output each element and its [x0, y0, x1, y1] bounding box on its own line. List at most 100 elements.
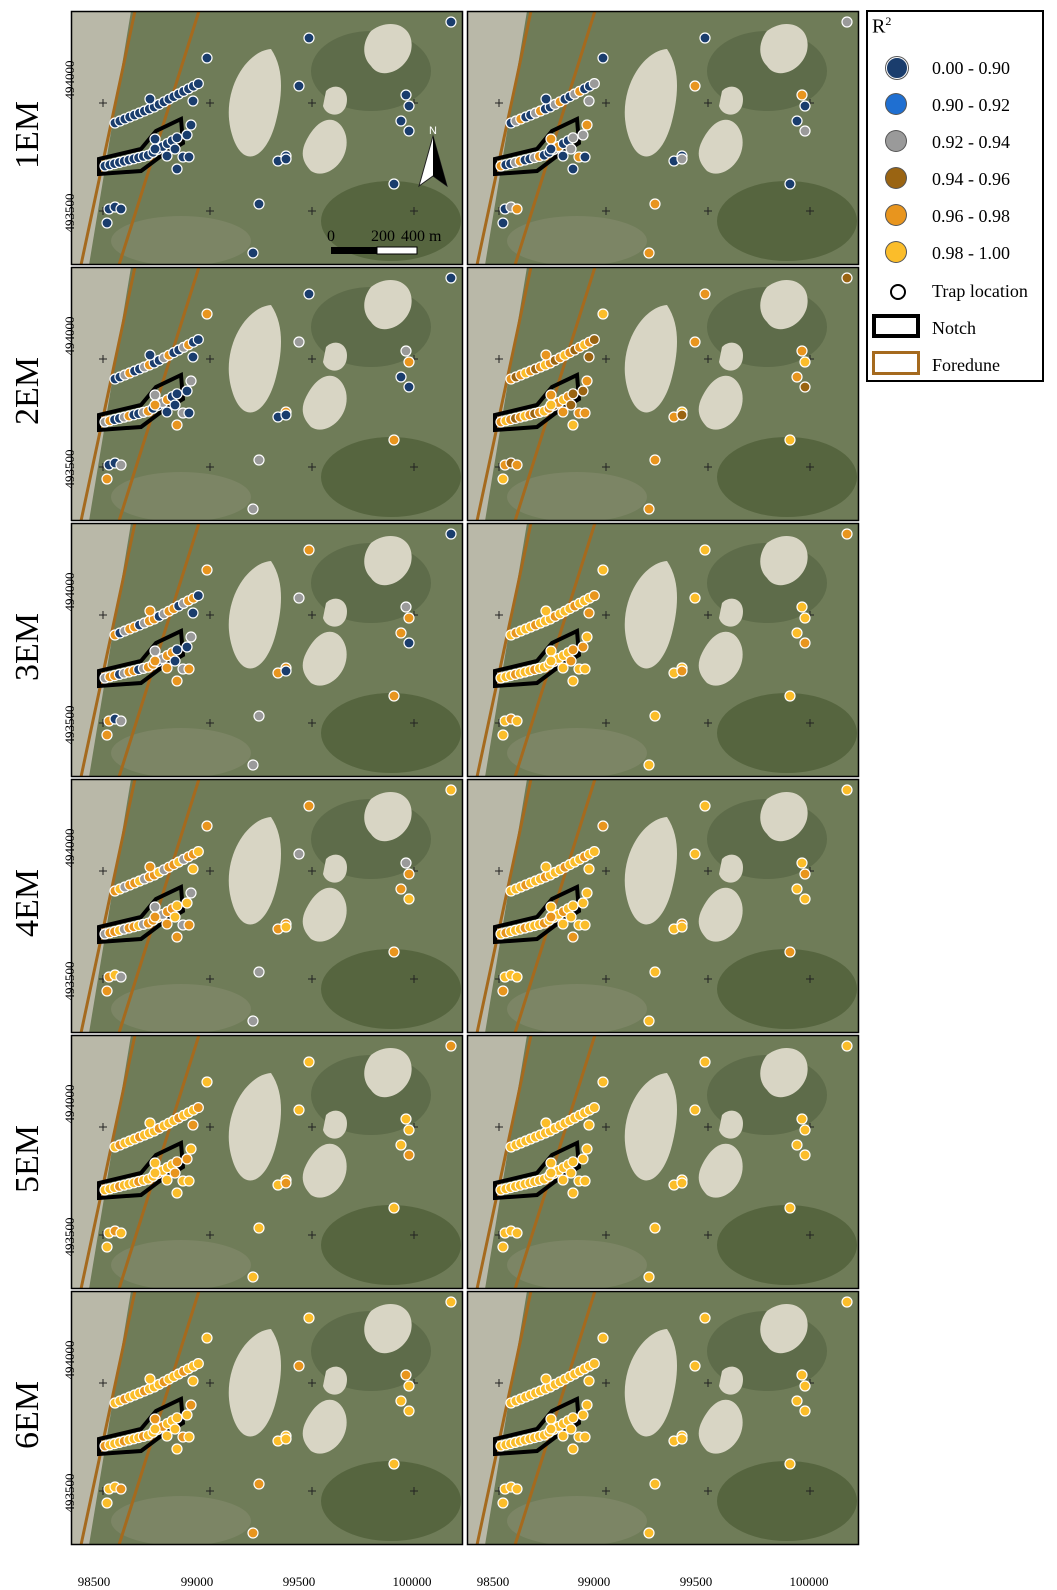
trap-point	[169, 399, 181, 411]
map-panel	[70, 522, 464, 778]
trap-point	[799, 893, 811, 905]
sand-blowout	[624, 561, 677, 669]
trap-point	[676, 665, 688, 677]
trap-point	[579, 407, 591, 419]
trap-point	[192, 845, 204, 858]
trap-point	[784, 1202, 796, 1214]
sand-blowout	[624, 49, 677, 157]
vegetation-patch	[507, 1496, 647, 1545]
y-tick-label: 493500	[62, 1217, 77, 1257]
map-panel	[466, 1290, 860, 1546]
trap-point	[791, 883, 803, 895]
y-tick-label: 493500	[62, 705, 77, 745]
trap-point	[557, 150, 569, 162]
trap-point	[649, 454, 661, 466]
row-label-6em: 6EM	[9, 1381, 46, 1449]
legend-swatch	[886, 57, 908, 79]
trap-point	[545, 399, 557, 411]
trap-point	[171, 132, 183, 144]
trap-point	[689, 848, 701, 860]
trap-point	[649, 198, 661, 210]
grid-cross	[206, 355, 214, 363]
sand-blowout	[302, 1399, 347, 1454]
trap-point	[784, 690, 796, 702]
sand-blowout	[302, 1143, 347, 1198]
trap-point	[841, 272, 853, 284]
legend-swatch	[886, 205, 906, 225]
grid-cross	[308, 1123, 316, 1131]
trap-point	[545, 1167, 557, 1179]
trap-point	[247, 759, 259, 771]
trap-point	[161, 1174, 173, 1186]
trap-point	[171, 1443, 183, 1455]
legend-item-trap: Trap location	[868, 275, 1044, 305]
trap-point	[403, 868, 415, 880]
grid-cross	[308, 99, 316, 107]
trap-point	[540, 1373, 552, 1385]
map-panel	[70, 1290, 464, 1546]
trap-point	[185, 119, 197, 131]
sand-blowout	[228, 561, 281, 669]
trap-point	[799, 100, 811, 112]
trap-point	[799, 1149, 811, 1161]
trap-point	[676, 921, 688, 933]
trap-point	[183, 407, 195, 419]
trap-point	[149, 655, 161, 667]
y-tick-label: 493500	[62, 961, 77, 1001]
trap-point	[799, 356, 811, 368]
trap-point	[799, 612, 811, 624]
trap-point	[588, 1101, 600, 1114]
trap-point	[445, 272, 457, 284]
grid-cross	[602, 1487, 610, 1495]
trap-point	[567, 931, 579, 943]
vegetation-patch	[717, 437, 857, 517]
trap-point	[280, 409, 292, 421]
trap-point	[583, 351, 595, 363]
trap-point	[649, 1478, 661, 1490]
trap-point	[293, 1104, 305, 1116]
x-tick-label: 100000	[789, 1574, 829, 1589]
trap-point	[497, 217, 509, 229]
trap-point	[400, 857, 412, 869]
trap-point	[161, 662, 173, 674]
beach-area	[71, 267, 131, 521]
grid-cross	[602, 1123, 610, 1131]
trap-point	[185, 887, 197, 899]
trap-point	[171, 675, 183, 687]
trap-point	[565, 911, 577, 923]
trap-point	[171, 931, 183, 943]
grid-cross	[99, 355, 107, 363]
grid-cross	[806, 1231, 814, 1239]
scale-bar-label: 200	[371, 228, 395, 245]
trap-point	[643, 1271, 655, 1283]
panel-border	[70, 1290, 464, 1546]
beach-area	[71, 523, 131, 777]
notch-outline	[493, 627, 582, 689]
vegetation-patch	[321, 437, 461, 517]
trap-point	[388, 178, 400, 190]
trap-point	[253, 1222, 265, 1234]
trap-point	[791, 1139, 803, 1151]
notch-outline	[97, 371, 186, 433]
trap-point	[577, 1409, 589, 1421]
vegetation-patch	[321, 181, 461, 261]
sand-blowout	[624, 1329, 677, 1437]
grid-cross	[99, 99, 107, 107]
grid-cross	[308, 1379, 316, 1387]
trap-point	[149, 143, 161, 155]
grid-cross	[308, 975, 316, 983]
trap-point	[280, 1177, 292, 1189]
grid-cross	[308, 719, 316, 727]
trap-point	[545, 645, 557, 657]
vegetation-patch	[111, 216, 251, 265]
trap-point	[581, 887, 593, 899]
x-tick-label: 98500	[77, 1574, 111, 1589]
grid-cross	[206, 975, 214, 983]
notch-outline	[493, 115, 582, 177]
grid-cross	[806, 1487, 814, 1495]
grid-cross	[308, 463, 316, 471]
grid-cross	[704, 207, 712, 215]
trap-point	[183, 919, 195, 931]
trap-point	[187, 351, 199, 363]
vegetation-patch	[111, 728, 251, 777]
